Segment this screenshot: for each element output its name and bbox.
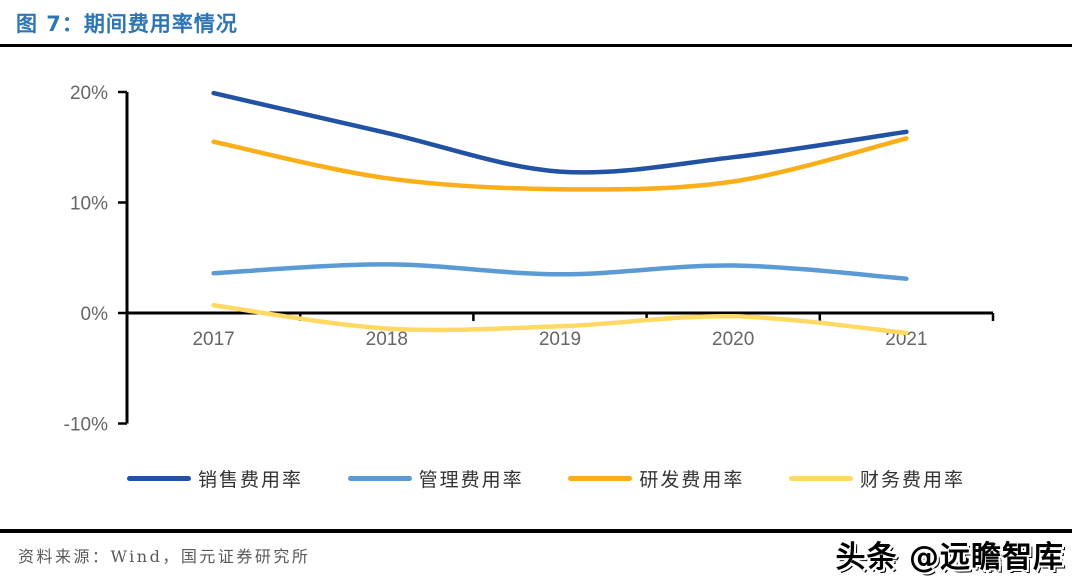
x-axis-label: 2019 <box>539 329 581 350</box>
figure-title: 图 7：期间费用率情况 <box>16 12 238 36</box>
y-axis-label: -10% <box>64 415 108 436</box>
line-chart: 20% 10% 0% -10% 2017 2018 2019 2020 2021 <box>0 60 1072 460</box>
y-axis-label: 10% <box>70 194 108 215</box>
series-line-0 <box>211 90 909 175</box>
finance-line-swatch <box>788 476 853 481</box>
x-axis-label: 2020 <box>712 329 754 350</box>
rd-line-swatch <box>568 476 633 481</box>
legend-label: 研发费用率 <box>639 469 745 491</box>
top-divider <box>0 44 1072 47</box>
legend-item-rd: 研发费用率 <box>568 465 744 492</box>
legend-item-sales: 销售费用率 <box>127 465 303 492</box>
legend-item-admin: 管理费用率 <box>347 465 524 492</box>
x-axis-label: 2017 <box>192 329 234 350</box>
chart-legend: 销售费用率 管理费用率 研发费用率 财务费用率 <box>127 465 965 492</box>
bottom-divider <box>0 529 1072 533</box>
admin-line-swatch <box>347 476 412 481</box>
x-axis-label: 2018 <box>366 329 408 350</box>
y-axis-label: 20% <box>70 83 108 104</box>
legend-label: 财务费用率 <box>859 469 965 491</box>
chart-canvas: 20% 10% 0% -10% 2017 2018 2019 2020 2021 <box>64 83 995 436</box>
series-line-1 <box>211 262 909 281</box>
data-source-note: 资料来源：Wind，国元证券研究所 <box>18 547 311 566</box>
legend-label: 销售费用率 <box>198 469 304 491</box>
x-axis-label: 2021 <box>885 329 927 350</box>
y-axis-label: 0% <box>81 304 109 325</box>
sales-line-swatch <box>127 476 191 481</box>
series-line-2 <box>211 136 909 192</box>
series-line-3 <box>211 303 909 336</box>
legend-item-finance: 财务费用率 <box>788 465 965 492</box>
legend-label: 管理费用率 <box>418 469 524 491</box>
toutiao-watermark: 头条 @远瞻智库 <box>835 540 1064 575</box>
